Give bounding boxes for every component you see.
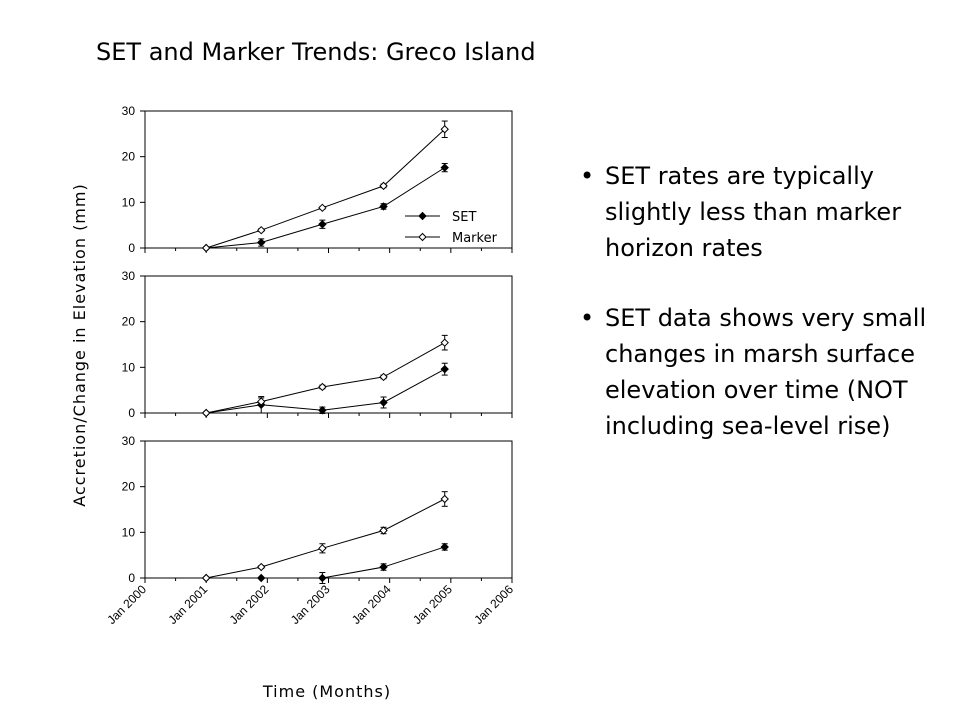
plot-frame [144,275,513,414]
data-point-set [318,406,327,415]
x-tick-label: Jan 2000 [104,582,149,627]
data-point-set [379,202,388,211]
data-point-marker [201,408,211,418]
y-tick-label: 20 [122,315,136,329]
data-point-set [257,238,266,247]
data-point-marker [257,562,266,572]
x-tick-label: Jan 2001 [165,582,210,627]
x-tick-label: Jan 2005 [410,582,455,627]
y-tick-label: 10 [122,525,136,539]
data-point-set [440,542,449,552]
y-axis-title: Accretion/Change in Elevation (mm) [70,183,89,506]
x-tick-label: Jan 2004 [349,582,394,627]
y-tick-label: 30 [122,104,136,118]
x-tick-label: Jan 2002 [227,582,272,627]
x-axis-title: Time (Months) [262,682,391,701]
data-point-set [379,398,388,407]
series-line-set [206,368,445,414]
plot-frame [144,440,513,579]
y-tick-label: 20 [122,150,136,164]
bullet-item: SET rates are typically slightly less th… [580,158,930,266]
data-point-marker [318,382,327,392]
data-point-marker [318,203,327,213]
bullet-item: SET data shows very small changes in mar… [580,300,930,444]
bullet-list: SET rates are typically slightly less th… [580,158,930,478]
series-line-set [206,546,445,579]
data-point-marker [318,544,327,553]
data-point-marker [379,372,388,382]
data-point-set [440,163,449,172]
data-point-set [440,364,449,374]
series-line-marker [206,128,446,249]
y-tick-label: 0 [128,241,135,255]
legend-marker [418,232,427,242]
data-point-marker [257,225,266,235]
legend-marker [418,211,427,221]
data-point-marker [257,397,266,406]
series-line-marker [206,498,445,579]
data-point-set [257,573,266,583]
data-point-marker [201,243,211,253]
y-tick-label: 10 [122,195,136,209]
legend-label: Marker [452,231,498,246]
legend-label: SET [452,210,476,225]
y-tick-label: 10 [122,360,136,374]
data-point-marker [440,494,449,504]
data-point-set [379,562,388,572]
data-point-marker [440,125,449,134]
data-point-marker [379,526,388,535]
y-tick-label: 30 [122,434,136,448]
data-point-marker [201,573,211,583]
y-tick-label: 30 [122,269,136,283]
y-tick-label: 0 [128,571,135,585]
data-point-set [318,220,327,229]
y-tick-label: 0 [128,406,135,420]
series-line-marker [206,342,445,414]
slide-title: SET and Marker Trends: Greco Island [96,38,536,66]
x-tick-label: Jan 2006 [471,582,516,627]
data-point-marker [379,181,388,191]
data-point-set [318,573,327,583]
x-tick-label: Jan 2003 [288,582,333,627]
y-tick-label: 20 [122,480,136,494]
plot-frame [144,110,513,249]
data-point-marker [440,338,449,347]
